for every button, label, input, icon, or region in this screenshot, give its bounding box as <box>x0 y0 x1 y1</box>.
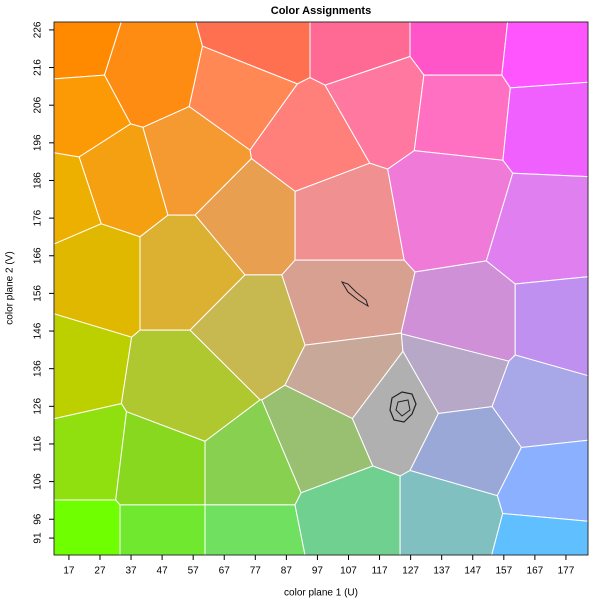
x-tick-label: 77 <box>250 566 262 577</box>
color-region <box>281 259 416 346</box>
color-region <box>491 512 589 556</box>
color-region <box>53 403 128 501</box>
x-tick-label: 157 <box>495 566 512 577</box>
y-tick-label: 186 <box>33 172 44 189</box>
x-tick-label: 137 <box>433 566 450 577</box>
y-tick-label: 156 <box>33 285 44 302</box>
color-region <box>53 499 121 556</box>
y-tick-label: 226 <box>33 21 44 38</box>
color-region <box>501 21 589 89</box>
x-tick-label: 117 <box>372 566 388 577</box>
x-axis-label: color plane 1 (U) <box>284 588 358 599</box>
y-axis-label: color plane 2 (V) <box>5 251 16 324</box>
x-tick-label: 67 <box>219 566 231 577</box>
x-tick-label: 107 <box>340 566 357 577</box>
x-tick-label: 147 <box>464 566 481 577</box>
y-tick-label: 96 <box>33 513 44 525</box>
x-tick-label: 167 <box>527 566 544 577</box>
contour <box>340 281 369 308</box>
x-tick-label: 87 <box>281 566 293 577</box>
regions <box>53 21 589 556</box>
y-tick-label: 176 <box>33 209 44 226</box>
y-tick-label: 91 <box>33 532 44 544</box>
x-tick-label: 17 <box>63 566 75 577</box>
color-region <box>409 21 509 76</box>
chart-title: Color Assignments <box>271 5 371 17</box>
color-region <box>119 504 206 556</box>
y-tick-label: 126 <box>33 398 44 415</box>
contours <box>340 281 417 423</box>
y-tick-label: 216 <box>33 59 44 76</box>
contour <box>395 399 411 417</box>
x-tick-label: 57 <box>188 566 200 577</box>
y-tick-label: 136 <box>33 360 44 377</box>
x-tick-label: 47 <box>157 566 169 577</box>
y-tick-label: 196 <box>33 134 44 151</box>
y-tick-label: 166 <box>33 247 44 264</box>
x-tick-label: 177 <box>558 566 575 577</box>
contour <box>389 391 417 423</box>
y-tick-label: 206 <box>33 96 44 113</box>
x-tick-label: 97 <box>312 566 324 577</box>
color-region <box>204 504 306 556</box>
color-region <box>502 81 589 178</box>
color-region <box>413 74 511 161</box>
y-tick-label: 146 <box>33 322 44 339</box>
plot-frame <box>53 21 589 556</box>
x-tick-label: 37 <box>125 566 137 577</box>
y-tick-label: 106 <box>33 473 44 490</box>
x-tick-label: 27 <box>94 566 106 577</box>
x-tick-label: 127 <box>402 566 419 577</box>
y-tick-label: 116 <box>33 436 44 452</box>
